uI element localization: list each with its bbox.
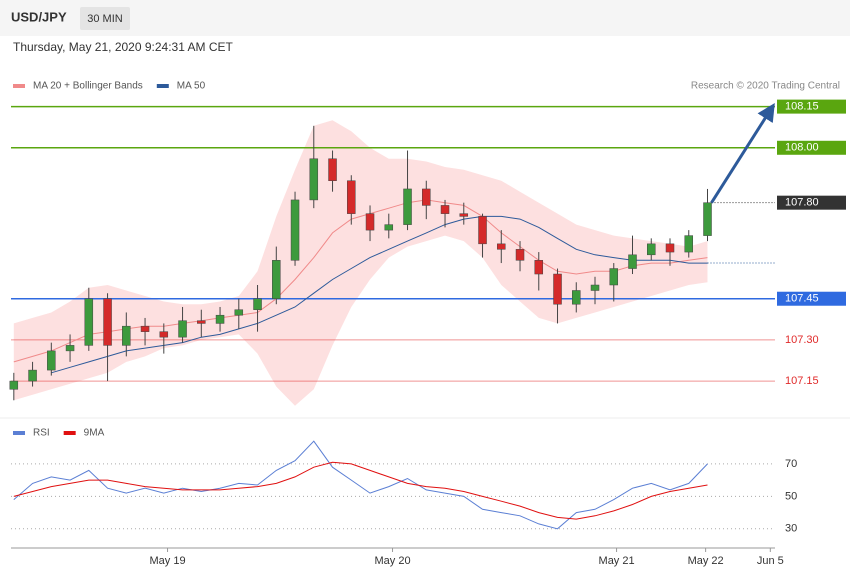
level-label: 107.30 — [785, 334, 819, 346]
y-tick-label: 70 — [785, 458, 797, 470]
candle-body — [665, 243, 675, 253]
legend-swatch — [13, 84, 25, 88]
candle-body — [422, 188, 431, 206]
rsi-line — [13, 440, 708, 530]
candle-body — [365, 213, 375, 231]
x-tick-label: May 19 — [150, 555, 186, 567]
candle-body — [159, 331, 169, 338]
x-tick-label: May 21 — [599, 555, 635, 567]
timestamp: Thursday, May 21, 2020 9:24:31 AM CET — [13, 40, 234, 54]
level-label: 108.15 — [785, 101, 819, 113]
candle-body — [290, 199, 300, 261]
rsi-line — [13, 461, 708, 520]
legend-swatch — [13, 431, 25, 435]
candle-body — [9, 380, 19, 390]
candle-body — [253, 298, 262, 310]
candle-body — [234, 309, 244, 316]
interval[interactable]: 30 MIN — [87, 13, 123, 25]
symbol: USD/JPY — [11, 9, 67, 24]
top-bar — [0, 0, 850, 36]
candle-body — [572, 290, 581, 305]
candle-body — [403, 188, 412, 225]
candle-body — [703, 202, 712, 236]
ma-line — [51, 215, 708, 374]
candle-body — [178, 320, 187, 338]
legend-label: MA 20 + Bollinger Bands — [33, 81, 143, 92]
candle-body — [122, 325, 131, 346]
y-tick-label: 50 — [785, 490, 797, 502]
candle-body — [309, 158, 319, 201]
x-tick-label: May 22 — [688, 555, 724, 567]
credit: Research © 2020 Trading Central — [691, 81, 840, 92]
candle-body — [28, 369, 37, 382]
projection-arrow — [710, 103, 775, 204]
candle-body — [140, 325, 150, 332]
legend-swatch — [63, 431, 76, 435]
level-box — [777, 99, 846, 114]
x-tick-label: Jun 5 — [757, 555, 784, 567]
level-label: 107.15 — [785, 375, 819, 387]
candle-body — [459, 213, 469, 217]
level-box — [777, 195, 846, 210]
y-tick-label: 30 — [785, 523, 797, 535]
candle-body — [647, 243, 656, 256]
legend-swatch — [156, 84, 169, 88]
candle-body — [440, 205, 450, 214]
candle-body — [384, 224, 394, 231]
interval-button[interactable] — [80, 7, 130, 30]
candle-body — [534, 260, 544, 275]
candle-body — [65, 345, 75, 352]
candle-body — [515, 249, 525, 261]
legend-label: MA 50 — [177, 81, 206, 92]
level-label: 107.45 — [785, 293, 819, 305]
level-box — [777, 140, 846, 155]
candle-body — [478, 216, 487, 245]
candle-body — [497, 243, 506, 250]
candle-body — [328, 158, 337, 181]
level-box — [777, 291, 846, 306]
candle-body — [553, 273, 562, 305]
candle-body — [272, 260, 281, 299]
candle-body — [84, 298, 94, 346]
candle-body — [215, 314, 225, 324]
candle-body — [590, 284, 600, 291]
level-label: 107.80 — [785, 197, 819, 209]
candle-body — [47, 350, 56, 371]
candle-body — [684, 235, 694, 253]
candle-body — [103, 298, 112, 346]
x-tick-label: May 20 — [374, 555, 410, 567]
candle-body — [347, 180, 356, 214]
legend-label: RSI — [33, 428, 50, 439]
candle-body — [609, 268, 619, 286]
legend-label: 9MA — [84, 428, 105, 439]
candle-body — [628, 254, 637, 269]
candle-body — [197, 320, 206, 324]
level-label: 108.00 — [785, 142, 819, 154]
